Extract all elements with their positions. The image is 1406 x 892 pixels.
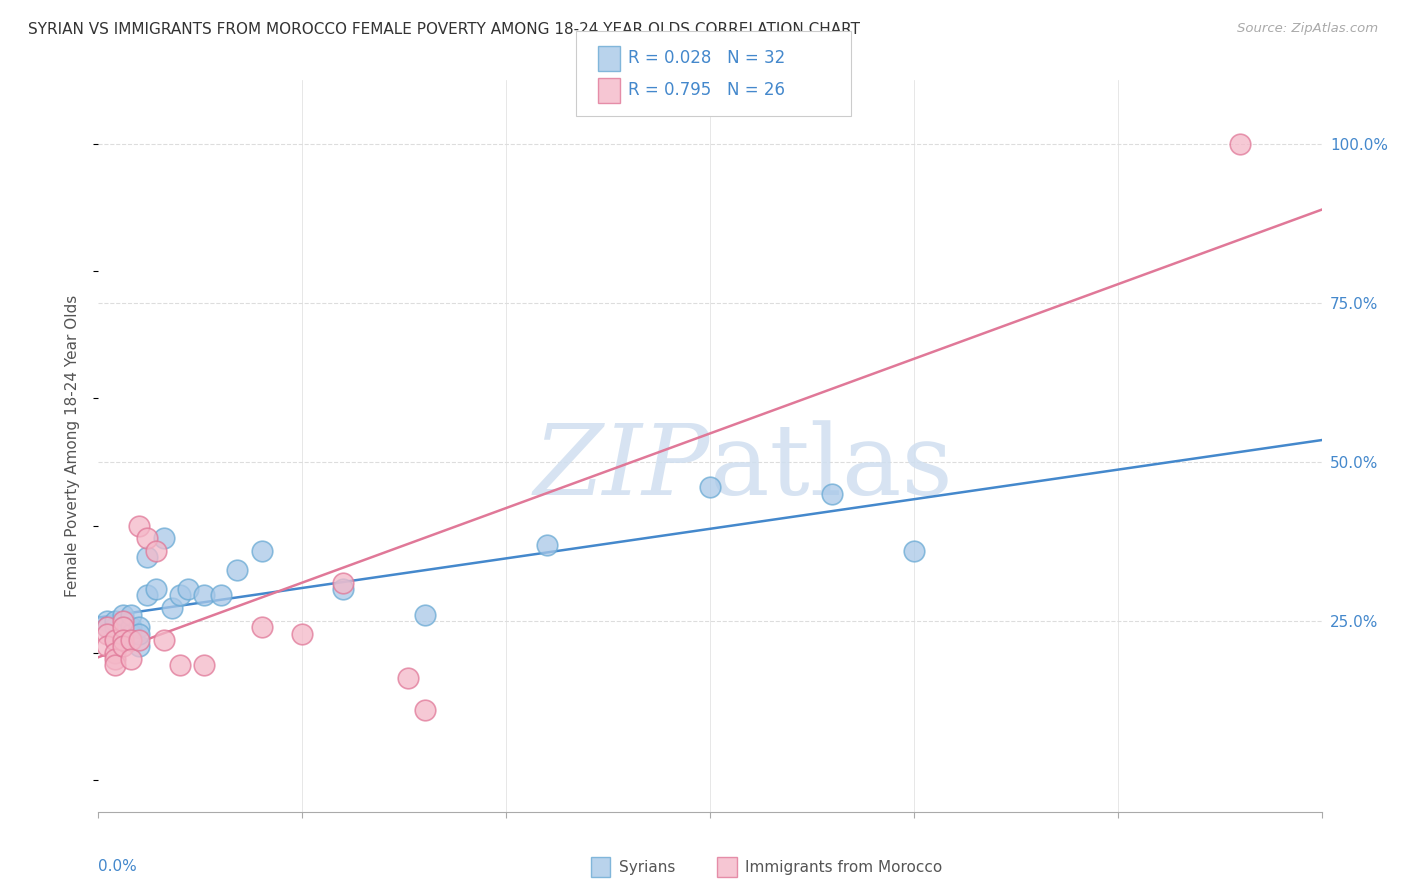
Point <box>111 607 134 622</box>
Point <box>136 589 159 603</box>
Text: 0.0%: 0.0% <box>98 859 138 874</box>
Point <box>104 658 127 673</box>
Point <box>111 626 134 640</box>
Point <box>104 632 127 647</box>
Point <box>104 646 127 660</box>
Point <box>193 589 215 603</box>
Point <box>111 614 134 628</box>
Point <box>104 620 127 634</box>
Point <box>111 640 134 654</box>
Point <box>169 589 191 603</box>
Point <box>160 601 183 615</box>
Point <box>699 480 721 494</box>
Text: atlas: atlas <box>710 420 953 516</box>
Point <box>96 614 118 628</box>
Point <box>120 626 142 640</box>
Point <box>111 632 134 647</box>
Point <box>128 518 150 533</box>
Point <box>136 550 159 565</box>
Point <box>145 544 167 558</box>
Text: ZIP: ZIP <box>534 420 710 516</box>
Point <box>177 582 200 596</box>
Point <box>396 671 419 685</box>
Point <box>104 632 127 647</box>
Text: Syrians: Syrians <box>619 860 675 874</box>
Point <box>96 640 118 654</box>
Point <box>128 632 150 647</box>
Point <box>96 620 118 634</box>
Point <box>120 620 142 634</box>
Y-axis label: Female Poverty Among 18-24 Year Olds: Female Poverty Among 18-24 Year Olds <box>65 295 80 597</box>
Point <box>413 607 436 622</box>
Point <box>536 538 558 552</box>
Text: SYRIAN VS IMMIGRANTS FROM MOROCCO FEMALE POVERTY AMONG 18-24 YEAR OLDS CORRELATI: SYRIAN VS IMMIGRANTS FROM MOROCCO FEMALE… <box>28 22 860 37</box>
Point <box>226 563 249 577</box>
Point <box>209 589 232 603</box>
Point <box>136 531 159 545</box>
Point <box>821 486 844 500</box>
Point <box>104 652 127 666</box>
Point <box>111 632 134 647</box>
Text: R = 0.028   N = 32: R = 0.028 N = 32 <box>628 49 786 68</box>
Text: Source: ZipAtlas.com: Source: ZipAtlas.com <box>1237 22 1378 36</box>
Point <box>145 582 167 596</box>
Point <box>250 544 273 558</box>
Point <box>111 620 134 634</box>
Point <box>128 626 150 640</box>
Point <box>104 614 127 628</box>
Point <box>120 632 142 647</box>
Point <box>169 658 191 673</box>
Point <box>1229 136 1251 151</box>
Point <box>96 626 118 640</box>
Point <box>332 582 354 596</box>
Point <box>332 575 354 590</box>
Point <box>120 652 142 666</box>
Point <box>193 658 215 673</box>
Point <box>96 620 118 634</box>
Point <box>120 607 142 622</box>
Point <box>250 620 273 634</box>
Point <box>152 531 174 545</box>
Text: R = 0.795   N = 26: R = 0.795 N = 26 <box>628 81 786 99</box>
Point <box>111 620 134 634</box>
Point <box>128 640 150 654</box>
Text: Immigrants from Morocco: Immigrants from Morocco <box>745 860 942 874</box>
Point <box>152 632 174 647</box>
Point <box>291 626 314 640</box>
Point <box>903 544 925 558</box>
Point <box>413 703 436 717</box>
Point <box>128 620 150 634</box>
